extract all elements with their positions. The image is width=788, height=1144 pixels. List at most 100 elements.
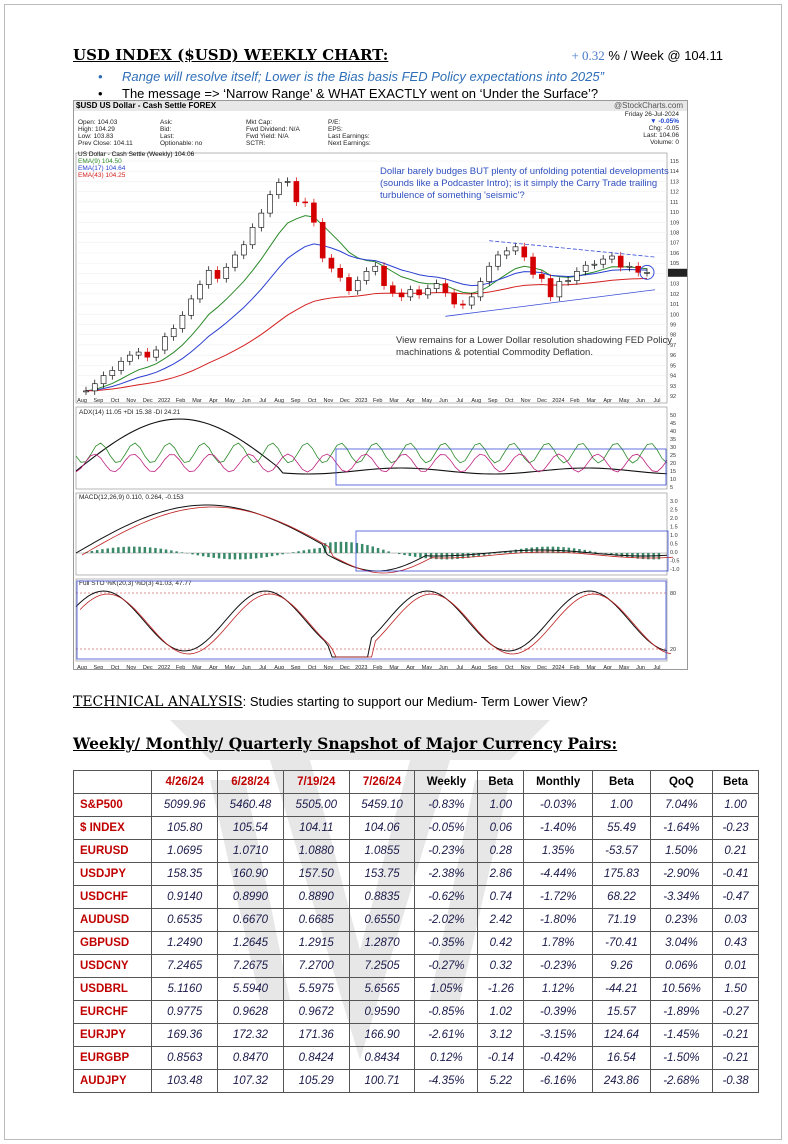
bullet-dot-icon: • <box>98 86 103 101</box>
table-cell: -1.80% <box>523 908 594 932</box>
macd-histogram-bar <box>254 553 258 559</box>
macd-tick-label: 1.0 <box>670 533 678 539</box>
macd-highlight-box <box>355 530 669 572</box>
table-cell: 0.43 <box>712 931 759 955</box>
macd-histogram-bar <box>127 546 131 553</box>
macd-histogram-bar <box>339 541 343 553</box>
x-tick-label: Feb <box>570 398 579 404</box>
table-cell: 0.8563 <box>151 1046 219 1070</box>
macd-histogram-bar <box>456 553 459 559</box>
quote-sctr: SCTR: <box>246 140 266 147</box>
x-tick-label-bottom: Apr <box>406 665 415 670</box>
x-tick-label: Aug <box>471 398 481 404</box>
candle-body <box>644 272 650 274</box>
macd-histogram-bar <box>270 553 274 557</box>
table-cell: -4.44% <box>523 862 594 886</box>
y-tick-label: 115 <box>670 159 679 165</box>
x-tick-label: Sep <box>291 398 301 404</box>
macd-histogram-bar <box>488 553 491 555</box>
table-cell: -2.02% <box>414 908 479 932</box>
table-cell: 1.78% <box>523 931 594 955</box>
macd-histogram-bar <box>207 553 210 558</box>
table-cell: 0.6535 <box>151 908 219 932</box>
macd-histogram-bar <box>419 553 422 558</box>
table-cell: -0.27 <box>712 1000 759 1024</box>
adx-tick-label: 15 <box>670 469 676 475</box>
table-cell: 0.9590 <box>348 1000 416 1024</box>
quote-last-price: Last: 104.06 <box>643 132 679 139</box>
table-cell: 2.86 <box>477 862 525 886</box>
quote-col-1: Open: 104.03 High: 104.29 Low: 103.83 Pr… <box>78 119 133 147</box>
table-cell: 1.00 <box>712 793 759 817</box>
macd-histogram-bar <box>562 547 565 553</box>
y-tick-label: 93 <box>670 384 676 390</box>
table-cell: 0.6670 <box>217 908 284 932</box>
table-cell: 5460.48 <box>217 793 284 817</box>
x-tick-label: Nov <box>324 398 334 404</box>
macd-histogram-bar <box>143 546 147 553</box>
quote-bid: Bid: <box>160 126 172 133</box>
table-cell: 1.0855 <box>348 839 416 863</box>
table-header-row: 4/26/24 6/28/24 7/19/24 7/26/24 Weekly Beta Mo… <box>72 770 759 794</box>
candle-body <box>249 227 256 246</box>
macd-histogram-bar <box>615 553 618 556</box>
table-cell: 3.04% <box>649 931 714 955</box>
sto-d-line <box>79 593 672 658</box>
table-row: USDBRL 5.1160 5.5940 5.5975 5.6565 1.05% -1.26… <box>72 977 759 1001</box>
candle-body <box>83 390 89 393</box>
table-cell: 55.49 <box>592 816 651 840</box>
y-tick-label: 102 <box>670 292 679 298</box>
table-cell: 1.35% <box>523 839 594 863</box>
bullet-list: • Range will resolve itself; Lower is the… <box>94 68 604 102</box>
macd-histogram-bar <box>249 553 253 559</box>
table-cell: 15.57 <box>592 1000 651 1024</box>
minus-di-line <box>75 453 668 473</box>
candle-body <box>574 271 580 281</box>
sto-highlight-box <box>76 580 667 660</box>
x-tick-label: Apr <box>209 398 218 404</box>
table-cell: 166.90 <box>348 1023 416 1047</box>
candle-body <box>486 265 493 282</box>
currency-pair-name: GBPUSD <box>72 931 153 955</box>
x-tick-label-bottom: 2024 <box>552 665 564 670</box>
table-cell: -0.05% <box>414 816 479 840</box>
y-tick-label: 106 <box>670 251 679 257</box>
candle-body <box>293 181 300 203</box>
macd-tick-label: -0.5 <box>670 559 679 565</box>
candle-body <box>346 277 352 292</box>
bullet-text: The message => ‘Narrow Range’ & WHAT EXA… <box>122 86 599 101</box>
candle-body <box>284 181 291 183</box>
macd-histogram-bar <box>413 553 417 557</box>
table-cell: 5459.10 <box>348 793 416 817</box>
candle-body <box>547 278 554 298</box>
currency-pair-name: USDCHF <box>72 885 153 909</box>
ta-label: TECHNICAL ANALYSIS <box>73 694 243 710</box>
candle-body <box>223 266 230 279</box>
table-cell: 0.8890 <box>282 885 350 909</box>
bullet-item: • Range will resolve itself; Lower is the… <box>94 68 604 85</box>
x-tick-label: 2023 <box>355 398 367 404</box>
x-tick-label: 2022 <box>158 398 170 404</box>
table-cell: 5505.00 <box>282 793 350 817</box>
candle-body <box>153 349 159 358</box>
candle-body <box>363 271 370 281</box>
candle-body <box>170 328 177 338</box>
snapshot-title: Weekly/ Monthly/ Quarterly Snapshot of M… <box>73 734 618 753</box>
candle-body <box>565 280 571 282</box>
candle-body <box>416 289 422 296</box>
table-cell: 169.36 <box>151 1023 219 1047</box>
table-cell: 1.0880 <box>282 839 350 863</box>
table-cell: 0.8990 <box>217 885 284 909</box>
candle-body <box>205 270 212 285</box>
macd-histogram-bar <box>191 553 194 555</box>
quote-optionable: Optionable: no <box>160 140 203 147</box>
macd-histogram-bar <box>376 547 380 553</box>
quote-high: High: 104.29 <box>78 126 115 133</box>
quote-next-earnings: Next Earnings: <box>328 140 371 147</box>
currency-pair-name: S&P500 <box>72 793 153 817</box>
y-tick-label: 109 <box>670 220 679 226</box>
table-row: AUDUSD 0.6535 0.6670 0.6685 0.6550 -2.02% 2.42… <box>72 908 759 932</box>
macd-histogram-bar <box>292 552 295 553</box>
candle-body <box>328 257 335 269</box>
quote-col-2: Ask: Bid: Last: Optionable: no <box>160 119 202 147</box>
